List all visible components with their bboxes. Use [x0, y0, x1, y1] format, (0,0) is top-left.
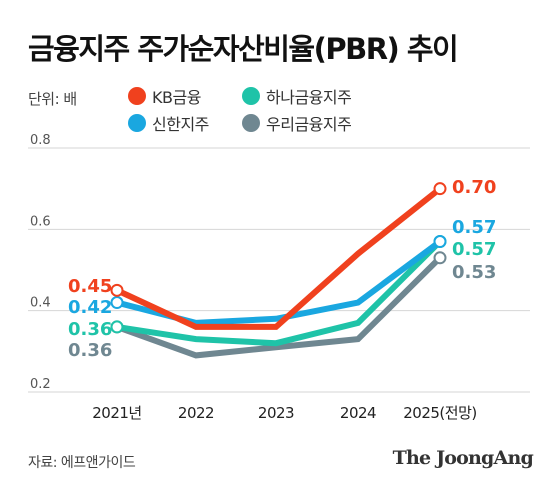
- x-tick-label: 2023: [258, 404, 294, 422]
- legend-label-hana: 하나금융지주: [266, 88, 352, 107]
- x-tick-label: 2021년: [92, 404, 141, 422]
- data-label-last-2: 0.57: [452, 239, 496, 260]
- legend-item-kb: KB금융: [128, 84, 201, 108]
- legend-swatch-kb: [128, 87, 146, 105]
- y-tick-label: 0.2: [30, 377, 51, 392]
- data-label-first-0: 0.45: [68, 276, 112, 297]
- data-label-last-3: 0.53: [452, 262, 496, 283]
- data-label-last-1: 0.57: [452, 217, 496, 238]
- data-label-last-0: 0.70: [452, 177, 496, 198]
- legend-item-woori: 우리금융지주: [242, 111, 352, 135]
- series-marker-1: [433, 235, 447, 249]
- source-note: 자료: 에프앤가이드: [28, 455, 136, 471]
- y-tick-label: 0.4: [30, 296, 51, 311]
- legend-swatch-shinhan: [128, 114, 146, 132]
- legend: KB금융 신한지주 하나금융지주 우리금융지주: [128, 84, 428, 144]
- x-tick-label: 2025(전망): [403, 404, 476, 422]
- series-line-2: [116, 239, 443, 347]
- data-label-first-2: 0.36: [68, 319, 112, 340]
- data-label-first-3: 0.36: [68, 340, 112, 361]
- legend-item-shinhan: 신한지주: [128, 111, 209, 135]
- series-marker-1: [110, 296, 124, 310]
- legend-item-hana: 하나금융지주: [242, 84, 352, 108]
- y-tick-label: 0.6: [30, 214, 51, 229]
- brand-logo: The JoongAng: [392, 447, 534, 469]
- series-marker-0: [433, 182, 447, 196]
- legend-label-woori: 우리금융지주: [266, 115, 352, 134]
- x-tick-label: 2024: [340, 404, 376, 422]
- chart-title: 금융지주 주가순자산비율(PBR) 추이: [28, 32, 459, 66]
- series-marker-2: [110, 320, 124, 334]
- legend-swatch-hana: [242, 87, 260, 105]
- unit-label: 단위: 배: [28, 90, 77, 108]
- x-tick-label: 2022: [178, 404, 214, 422]
- legend-swatch-woori: [242, 114, 260, 132]
- legend-label-kb: KB금융: [152, 88, 201, 107]
- series-marker-0: [110, 283, 124, 297]
- y-tick-label: 0.8: [30, 133, 51, 148]
- data-label-first-1: 0.42: [68, 297, 112, 318]
- series-line-0: [115, 186, 442, 330]
- series-line-3: [115, 255, 443, 359]
- series-marker-3: [433, 251, 447, 265]
- legend-label-shinhan: 신한지주: [152, 115, 209, 134]
